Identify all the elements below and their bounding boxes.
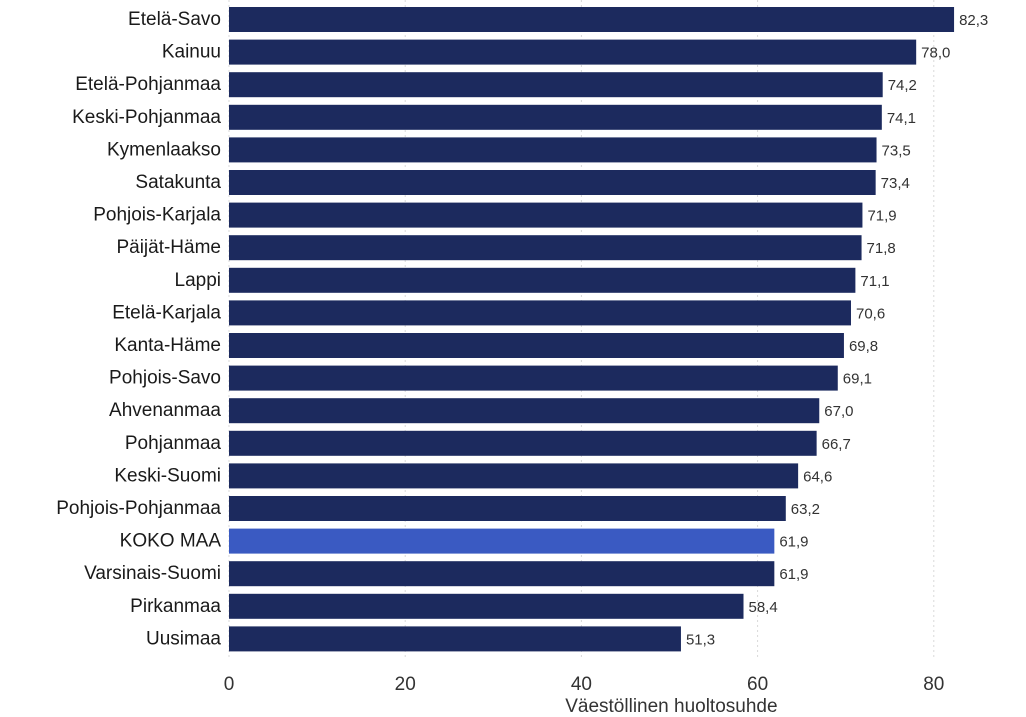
category-label: Etelä-Savo <box>128 9 221 30</box>
category-label: Pirkanmaa <box>130 596 221 617</box>
bar <box>229 137 877 163</box>
bar-highlight <box>229 528 775 554</box>
category-label: Päijät-Häme <box>116 237 221 258</box>
bar <box>229 593 744 619</box>
value-label: 67,0 <box>824 403 853 420</box>
value-label: 74,2 <box>888 77 917 94</box>
bar <box>229 561 775 587</box>
value-label: 73,4 <box>881 175 910 192</box>
category-label: Etelä-Karjala <box>112 302 221 323</box>
bar <box>229 72 883 98</box>
category-label: Lappi <box>175 270 222 291</box>
value-label: 82,3 <box>959 12 988 29</box>
gridlines <box>228 0 935 660</box>
value-label: 58,4 <box>749 599 778 616</box>
x-axis-title: Väestöllinen huoltosuhde <box>565 696 777 717</box>
category-labels: Etelä-Savo Kainuu Etelä-Pohjanmaa Keski-Poh… <box>56 9 221 649</box>
category-label: Pohjanmaa <box>125 433 222 454</box>
x-tick-label: 60 <box>747 674 768 695</box>
value-label: 73,5 <box>882 142 911 159</box>
category-label: Ahvenanmaa <box>109 400 221 421</box>
category-label: Satakunta <box>135 172 221 193</box>
category-label: Keski-Pohjanmaa <box>72 107 221 128</box>
value-label: 71,8 <box>867 240 896 257</box>
value-label: 74,1 <box>887 110 916 127</box>
value-label: 71,9 <box>867 208 896 225</box>
bar <box>229 39 917 65</box>
category-label: Uusimaa <box>146 628 221 649</box>
bar <box>229 267 856 293</box>
bars <box>229 7 955 652</box>
x-tick-label: 40 <box>571 674 592 695</box>
category-label: Pohjois-Karjala <box>93 205 221 226</box>
category-label: Pohjois-Pohjanmaa <box>56 498 221 519</box>
value-label: 64,6 <box>803 468 832 485</box>
bar <box>229 300 851 326</box>
bar <box>229 170 876 195</box>
bar <box>229 430 817 456</box>
value-label: 78,0 <box>921 45 950 62</box>
category-label: Pohjois-Savo <box>109 368 221 389</box>
bar <box>229 235 862 261</box>
value-label: 63,2 <box>791 501 820 518</box>
bar <box>229 202 863 228</box>
bar <box>229 626 681 652</box>
value-label: 69,8 <box>849 338 878 355</box>
bar <box>229 104 882 130</box>
value-label: 61,9 <box>779 566 808 583</box>
bar <box>229 463 799 489</box>
bar <box>229 7 955 32</box>
value-label: 70,6 <box>856 305 885 322</box>
value-label: 51,3 <box>686 631 715 648</box>
category-label: Varsinais-Suomi <box>84 563 221 584</box>
value-label: 71,1 <box>860 273 889 290</box>
category-label: Kymenlaakso <box>107 139 221 160</box>
category-label: Kanta-Häme <box>114 335 221 356</box>
x-tick-label: 0 <box>224 674 235 695</box>
category-label: Keski-Suomi <box>114 465 221 486</box>
bar <box>229 333 844 358</box>
bar <box>229 496 786 521</box>
bar <box>229 398 820 424</box>
category-label: KOKO MAA <box>120 531 222 552</box>
category-label: Kainuu <box>162 42 221 63</box>
bar <box>229 365 838 391</box>
value-labels: 82,3 78,074,2 74,1 73,5 73,4 71,9 71,8 71,1 70,6… <box>686 12 988 648</box>
value-label: 61,9 <box>779 534 808 551</box>
x-axis-ticks: 0 20 40 60 80 <box>224 674 945 695</box>
x-tick-label: 20 <box>395 674 416 695</box>
x-tick-label: 80 <box>923 674 944 695</box>
category-label: Etelä-Pohjanmaa <box>75 74 221 95</box>
value-label: 66,7 <box>822 436 851 453</box>
value-label: 69,1 <box>843 371 872 388</box>
